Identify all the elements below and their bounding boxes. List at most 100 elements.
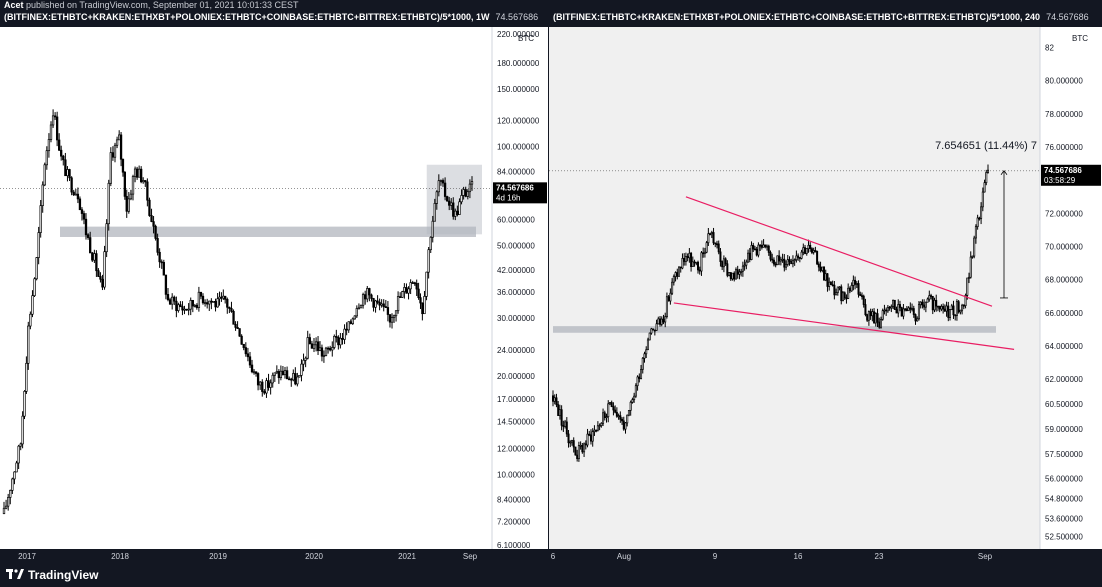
candle-body [329, 347, 332, 351]
candle-body [650, 328, 653, 334]
price-tick-label: 100.000000 [497, 143, 540, 152]
candle-body [676, 272, 679, 277]
tradingview-brand[interactable]: TradingView [28, 568, 99, 582]
candle-body [113, 144, 117, 158]
candle-body [49, 124, 53, 140]
candle-body [826, 273, 829, 287]
candle-body [926, 298, 929, 303]
candle-body [860, 295, 863, 297]
candle-body [443, 182, 447, 197]
candle-body [980, 206, 983, 219]
candle-body [187, 308, 190, 311]
candle-body [854, 279, 857, 285]
candle-body [466, 191, 469, 197]
price-tick-label: 7.200000 [497, 517, 531, 526]
candle-body [433, 203, 436, 222]
candle-countdown: 4d 16h [496, 193, 520, 202]
author-name[interactable]: Acet [4, 0, 24, 10]
price-tick-label: 120.000000 [497, 117, 540, 126]
price-tick-label: 62.000000 [1045, 375, 1083, 384]
candle-body [129, 193, 133, 200]
candle-body [836, 286, 839, 293]
candle-body [220, 296, 223, 299]
candle-body [62, 155, 65, 161]
candle-body [173, 296, 176, 302]
price-tick-label: 14.500000 [497, 418, 535, 427]
candle-body [783, 258, 786, 268]
candle-body [935, 299, 938, 307]
candle-body [916, 318, 919, 322]
price-unit-label: BTC [518, 34, 534, 43]
time-axis-background [0, 549, 548, 563]
candle-body [686, 256, 689, 259]
candle-body [835, 292, 838, 296]
weekly-chart[interactable]: 220.000000 180.000000 150.000000 120.000000… [0, 27, 548, 563]
candle-body [4, 505, 8, 509]
candle-body [610, 402, 613, 408]
candle-body [446, 196, 449, 202]
candle-body [864, 304, 867, 316]
candle-body [95, 253, 98, 272]
candle-body [722, 258, 725, 268]
candle-body [91, 252, 94, 261]
four-hour-chart[interactable]: 8280.00000078.00000076.00000074.00000072… [549, 27, 1102, 563]
candle-body [306, 337, 309, 359]
candle-body [672, 276, 675, 283]
candle-body [881, 310, 884, 320]
candle-body [567, 433, 570, 444]
candle-body [263, 391, 266, 394]
candle-body [417, 288, 420, 298]
candle-body [339, 337, 342, 346]
candle-body [86, 234, 90, 238]
candle-body [736, 269, 739, 275]
candle-body [281, 370, 285, 376]
candle-body [771, 258, 774, 261]
candle-body [876, 313, 879, 323]
candle-body [236, 327, 239, 329]
plot-background [549, 27, 1040, 549]
price-tick-label: 76.000000 [1045, 143, 1083, 152]
candle-body [646, 339, 649, 351]
candle-body [817, 263, 820, 268]
candle-body [142, 180, 145, 183]
candle-body [351, 318, 354, 324]
candle-body [392, 315, 396, 318]
candle-body [335, 335, 338, 338]
candle-body [450, 202, 453, 206]
candle-body [911, 308, 914, 310]
candle-body [80, 209, 84, 214]
candle-countdown: 03:58:29 [1044, 176, 1076, 185]
tradingview-logo-icon[interactable] [6, 569, 24, 581]
candle-body [605, 416, 608, 419]
candle-body [210, 300, 213, 303]
left-chart-title: (BITFINEX:ETHBTC+KRAKEN:ETHXBT+POLONIEX:… [4, 12, 548, 26]
candle-body [904, 308, 907, 311]
candle-body [421, 302, 424, 315]
right-chart-title: (BITFINEX:ETHBTC+KRAKEN:ETHXBT+POLONIEX:… [553, 12, 1099, 26]
candle-body [715, 243, 718, 246]
price-tick-label: 20.000000 [497, 372, 535, 381]
candle-body [705, 242, 708, 253]
candle-body [707, 233, 710, 244]
candle-body [695, 261, 698, 264]
time-tick-label: 23 [875, 552, 884, 561]
candle-body [322, 355, 326, 357]
candle-body [285, 370, 289, 380]
candle-body [974, 226, 977, 239]
time-tick-label: 16 [794, 552, 803, 561]
candle-body [753, 248, 756, 251]
candle-body [898, 304, 901, 308]
candle-body [879, 319, 882, 328]
candle-body [195, 304, 199, 308]
price-tick-label: 30.000000 [497, 314, 535, 323]
candle-body [798, 257, 801, 259]
candle-body [831, 284, 834, 287]
candle-body [364, 294, 367, 300]
candle-body [652, 328, 655, 331]
candle-body [216, 298, 219, 308]
candle-body [712, 232, 715, 244]
candle-body [168, 299, 172, 305]
candle-body [852, 279, 855, 286]
candle-body [902, 308, 905, 317]
price-tick-label: 66.000000 [1045, 309, 1083, 318]
